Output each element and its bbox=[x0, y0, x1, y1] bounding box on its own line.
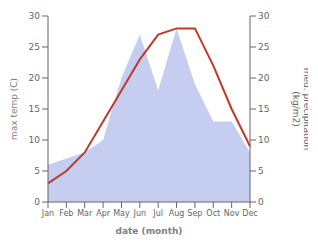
svg-text:25: 25 bbox=[258, 42, 269, 52]
svg-text:10: 10 bbox=[29, 135, 41, 145]
svg-text:30: 30 bbox=[29, 11, 41, 21]
svg-text:date (month): date (month) bbox=[116, 226, 183, 236]
svg-text:15: 15 bbox=[29, 104, 40, 114]
svg-text:10: 10 bbox=[258, 135, 270, 145]
svg-text:med. precipitation(kg/m2): med. precipitation(kg/m2) bbox=[291, 68, 308, 150]
svg-text:20: 20 bbox=[29, 73, 41, 83]
svg-text:Apr: Apr bbox=[96, 209, 111, 218]
svg-text:Nov: Nov bbox=[224, 209, 240, 218]
svg-text:25: 25 bbox=[29, 42, 40, 52]
svg-text:0: 0 bbox=[258, 197, 264, 207]
svg-text:5: 5 bbox=[34, 166, 40, 176]
svg-text:max temp (C): max temp (C) bbox=[9, 78, 19, 140]
svg-text:Jun: Jun bbox=[133, 209, 147, 218]
svg-text:Jul: Jul bbox=[152, 209, 163, 218]
svg-text:15: 15 bbox=[258, 104, 269, 114]
svg-text:20: 20 bbox=[258, 73, 270, 83]
svg-text:0: 0 bbox=[34, 197, 40, 207]
svg-text:May: May bbox=[113, 209, 130, 218]
svg-text:Sep: Sep bbox=[187, 209, 202, 218]
svg-text:Aug: Aug bbox=[169, 209, 185, 218]
svg-text:Dec: Dec bbox=[242, 209, 257, 218]
svg-text:30: 30 bbox=[258, 11, 270, 21]
svg-text:5: 5 bbox=[258, 166, 264, 176]
svg-text:Oct: Oct bbox=[206, 209, 220, 218]
svg-text:Feb: Feb bbox=[59, 209, 73, 218]
svg-text:Mar: Mar bbox=[77, 209, 93, 218]
svg-text:Jan: Jan bbox=[41, 209, 54, 218]
